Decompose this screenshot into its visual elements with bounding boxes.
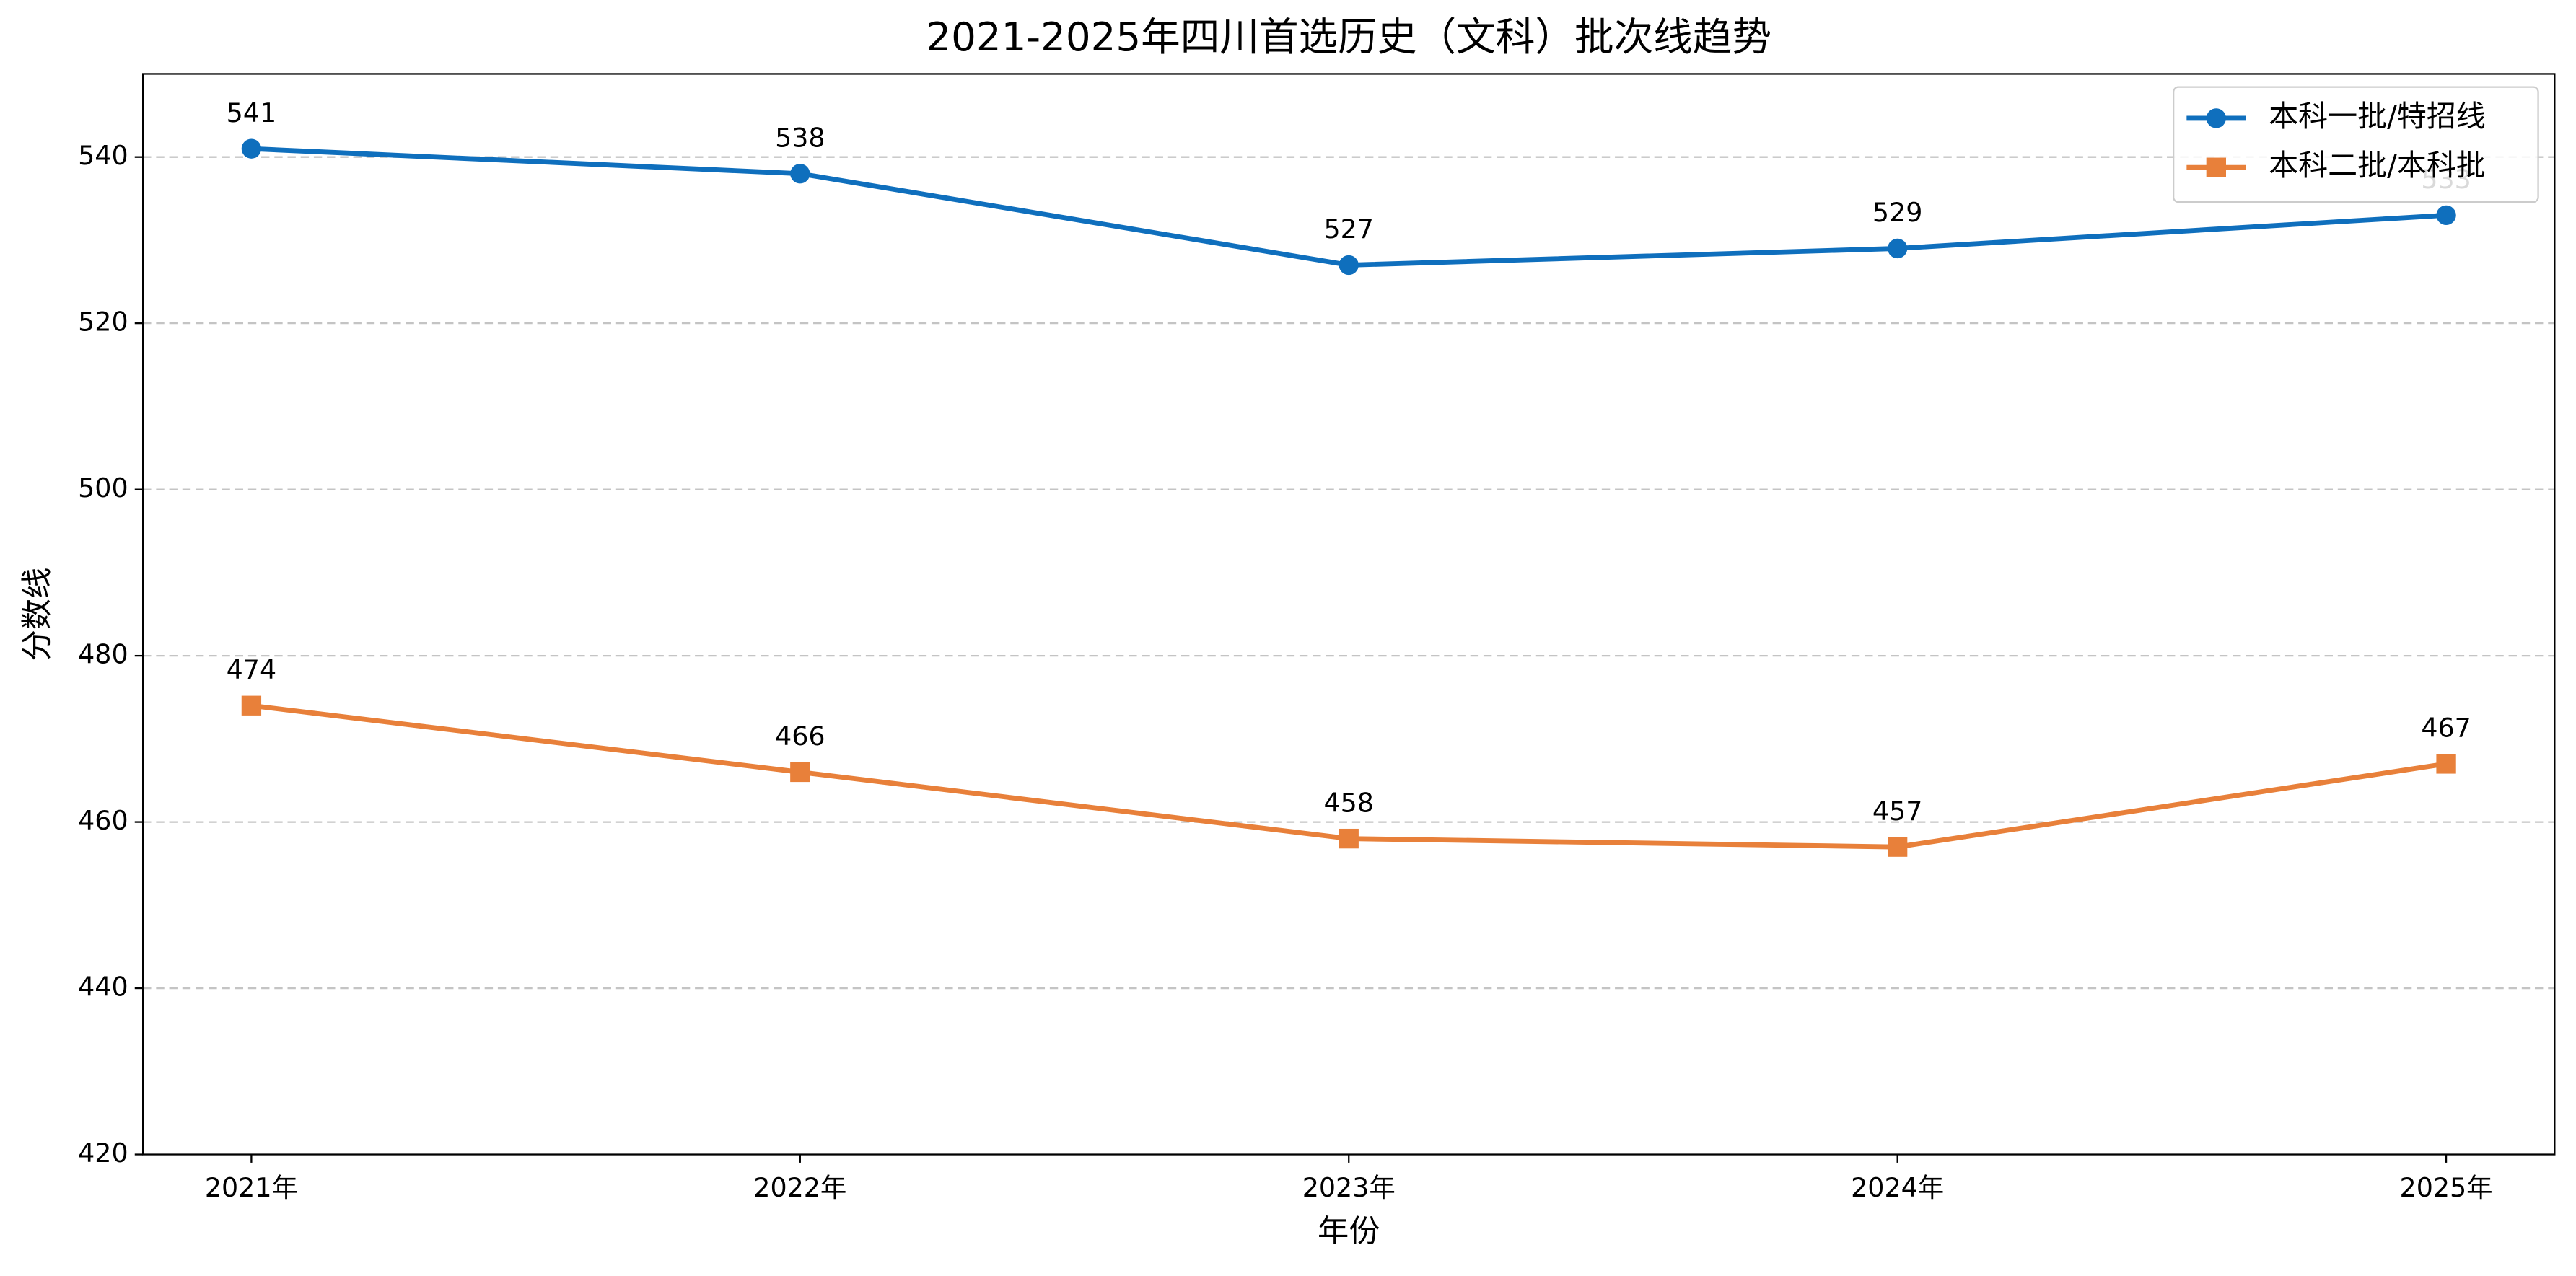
data-point bbox=[241, 695, 262, 716]
data-label: 541 bbox=[227, 97, 277, 128]
y-axis-label: 分数线 bbox=[19, 568, 56, 661]
data-point bbox=[1339, 255, 1359, 276]
y-tick-label: 480 bbox=[78, 639, 128, 670]
data-label: 538 bbox=[775, 122, 825, 153]
data-label: 527 bbox=[1323, 214, 1374, 245]
data-label: 458 bbox=[1323, 787, 1374, 818]
data-label: 474 bbox=[227, 654, 277, 685]
y-tick-label: 420 bbox=[78, 1138, 128, 1169]
y-tick-label: 540 bbox=[78, 140, 128, 171]
data-label: 466 bbox=[775, 721, 825, 752]
data-label: 467 bbox=[2421, 713, 2471, 744]
plot-frame bbox=[141, 73, 2556, 1156]
data-point bbox=[1887, 837, 1908, 857]
data-point bbox=[790, 164, 810, 184]
data-label: 457 bbox=[1872, 796, 1923, 827]
x-axis-label: 年份 bbox=[1318, 1213, 1380, 1249]
legend-label: 本科一批/特招线 bbox=[2269, 99, 2486, 133]
x-tick-label: 2022年 bbox=[753, 1172, 846, 1203]
legend-label: 本科二批/本科批 bbox=[2269, 148, 2486, 182]
data-point bbox=[790, 762, 810, 783]
x-tick-label: 2021年 bbox=[205, 1172, 298, 1203]
y-tick-label: 460 bbox=[78, 805, 128, 836]
x-tick-label: 2024年 bbox=[1851, 1172, 1944, 1203]
legend-marker bbox=[2206, 157, 2226, 177]
data-label: 529 bbox=[1872, 197, 1923, 228]
data-point bbox=[2436, 205, 2456, 226]
data-point bbox=[1339, 828, 1359, 849]
data-point bbox=[2436, 754, 2456, 774]
y-tick-label: 520 bbox=[78, 307, 128, 338]
x-tick-label: 2025年 bbox=[2400, 1172, 2493, 1203]
series: 474 466 458 457 467 bbox=[227, 654, 2471, 857]
x-tick-label: 2023年 bbox=[1302, 1172, 1396, 1203]
y-tick-label: 440 bbox=[78, 972, 128, 1003]
data-point bbox=[1887, 238, 1908, 259]
chart-title: 2021-2025年四川首选历史（文科）批次线趋势 bbox=[926, 14, 1771, 60]
legend-box bbox=[2173, 86, 2539, 203]
y-tick-label: 500 bbox=[78, 472, 128, 503]
data-point bbox=[241, 138, 262, 159]
legend-marker bbox=[2206, 108, 2226, 128]
